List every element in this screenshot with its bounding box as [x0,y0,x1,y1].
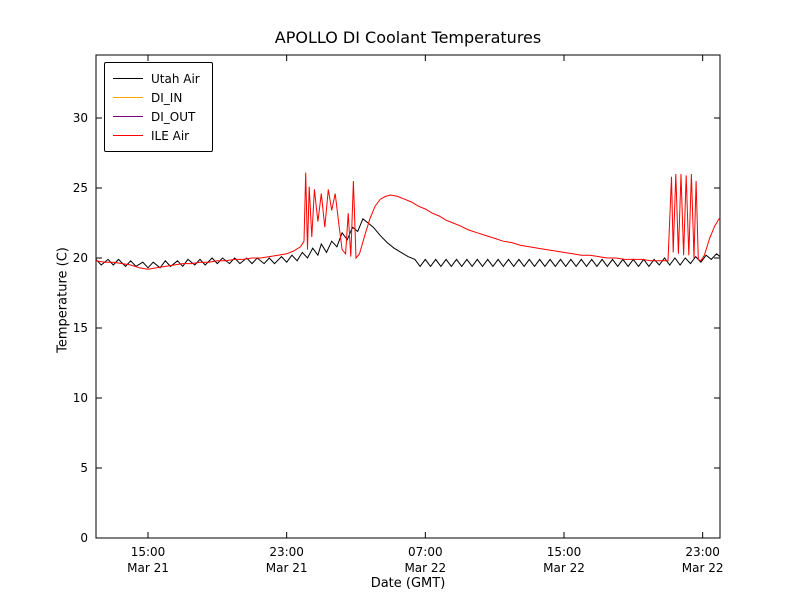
y-tick-label: 30 [73,111,88,125]
x-tick-label-date: Mar 22 [404,561,446,575]
x-axis-label: Date (GMT) [370,576,446,591]
legend-item: DI_IN [113,88,200,107]
series-line-ile-air [95,172,721,270]
x-tick-label-date: Mar 21 [266,561,308,575]
x-tick-label-time: 23:00 [269,545,304,559]
legend-line-sample [113,116,143,117]
legend-label: ILE Air [151,128,190,143]
x-tick-label-time: 15:00 [131,545,166,559]
legend-label: DI_IN [151,90,183,105]
y-axis-label: Temperature (C) [55,247,71,353]
y-tick-label: 15 [73,321,88,335]
legend-item: DI_OUT [113,107,200,126]
x-tick-label-date: Mar 21 [127,561,169,575]
chart-title: APOLLO DI Coolant Temperatures [274,28,542,47]
legend-item: Utah Air [113,69,200,88]
legend-line-sample [113,97,143,98]
legend: Utah Air DI_IN DI_OUT ILE Air [104,62,213,152]
y-tick-label: 0 [80,531,88,545]
legend-label: DI_OUT [151,109,196,124]
x-tick-label-time: 15:00 [547,545,582,559]
series-line-utah-air [95,217,721,269]
y-tick-label: 20 [73,251,88,265]
x-tick-label-time: 23:00 [685,545,720,559]
legend-label: Utah Air [151,71,200,86]
y-tick-label: 5 [80,461,88,475]
legend-line-sample [113,135,143,136]
y-tick-label: 25 [73,181,88,195]
x-tick-label-time: 07:00 [408,545,443,559]
y-tick-label: 10 [73,391,88,405]
axes-frame [95,54,721,539]
x-tick-label-date: Mar 22 [682,561,724,575]
legend-line-sample [113,78,143,79]
legend-item: ILE Air [113,126,200,145]
x-tick-label-date: Mar 22 [543,561,585,575]
